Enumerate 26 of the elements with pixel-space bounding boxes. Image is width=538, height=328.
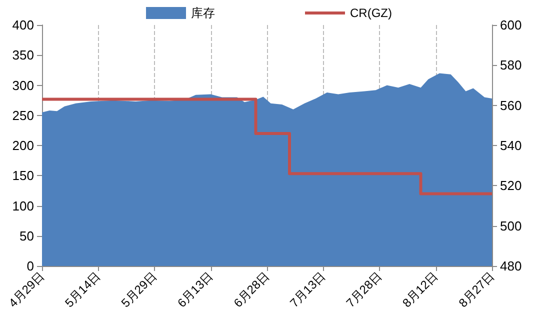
y2-tick-label: 540 xyxy=(500,138,522,153)
y-tick-label: 300 xyxy=(12,78,34,93)
x-tick-label: 6月28日 xyxy=(230,269,272,310)
x-tick-label: 7月13日 xyxy=(287,269,328,310)
y-tick-label: 400 xyxy=(12,18,34,32)
y2-tick-label: 520 xyxy=(500,178,522,194)
y2-tick-label: 560 xyxy=(500,98,522,113)
y-tick-label: 0 xyxy=(26,258,34,274)
x-tick-label: 8月12日 xyxy=(400,269,441,310)
x-tick-label: 6月13日 xyxy=(174,269,216,310)
legend-label: CR(GZ) xyxy=(350,6,392,20)
legend-label: 库存 xyxy=(191,6,216,20)
x-tick-label: 5月14日 xyxy=(62,269,104,310)
y2-tick-label: 480 xyxy=(500,258,522,274)
x-tick-label: 8月27日 xyxy=(456,269,497,310)
y-tick-label: 250 xyxy=(12,108,34,123)
x-tick-label: 7月28日 xyxy=(343,269,384,310)
x-tick-label: 5月29日 xyxy=(118,269,160,310)
y-tick-label: 50 xyxy=(20,228,34,244)
y-tick-label: 350 xyxy=(12,48,34,63)
y-tick-label: 150 xyxy=(12,168,34,184)
y2-tick-label: 500 xyxy=(500,218,522,234)
y-tick-label: 100 xyxy=(12,198,34,214)
y2-tick-label: 580 xyxy=(500,58,522,73)
y2-tick-label: 600 xyxy=(500,18,522,32)
y-tick-label: 200 xyxy=(12,138,34,153)
